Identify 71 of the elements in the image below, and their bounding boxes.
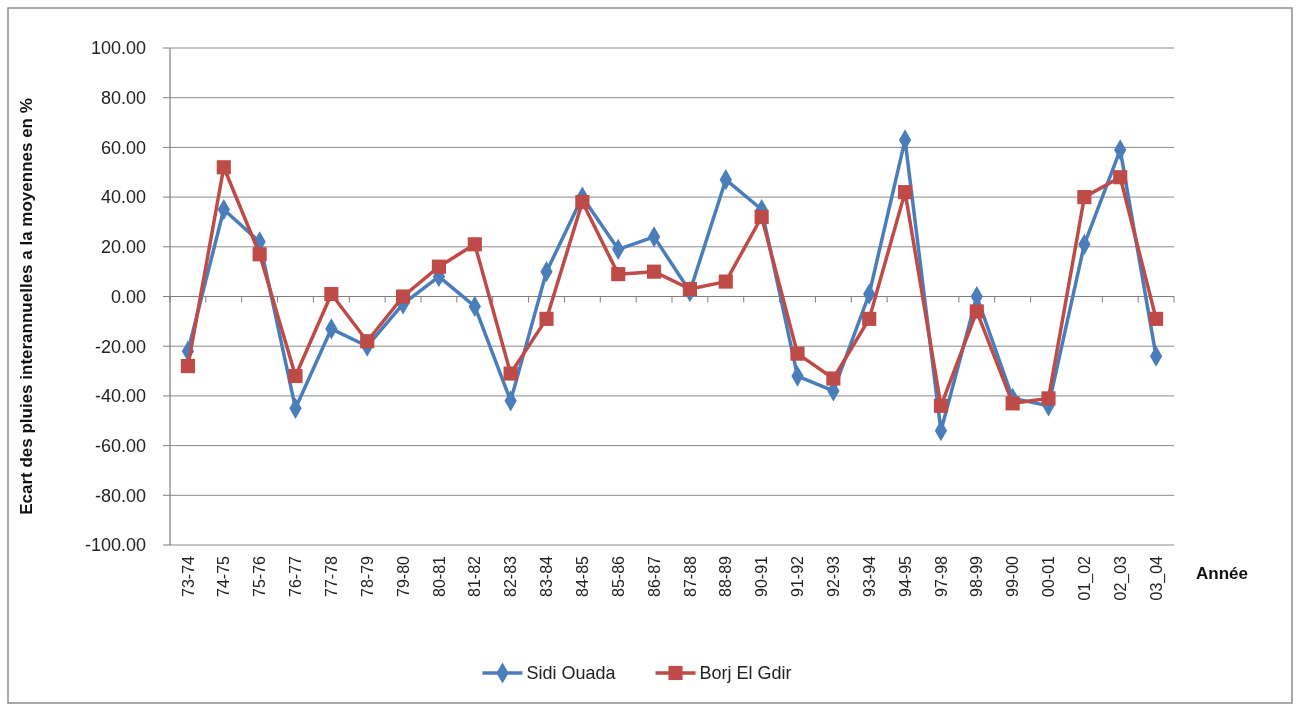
- point: [933, 398, 948, 413]
- x-tick-label: 93-94: [860, 555, 878, 597]
- x-tick-label: 81-82: [466, 555, 484, 597]
- point: [288, 368, 303, 384]
- point: [611, 267, 626, 282]
- point: [1041, 391, 1056, 406]
- x-tick-label: 98-99: [968, 555, 986, 597]
- x-tick-label: 88-89: [717, 555, 735, 597]
- x-tick-label: 79-80: [394, 555, 412, 597]
- x-tick-label: 00-01: [1040, 555, 1058, 597]
- x-tick-label: 91-92: [789, 555, 807, 597]
- x-tick-label: 83-84: [538, 555, 556, 597]
- point: [790, 346, 805, 361]
- point: [467, 237, 482, 252]
- point: [252, 247, 267, 262]
- y-tick-label: -100.00: [84, 535, 146, 556]
- point: [431, 259, 446, 274]
- y-tick-label: 60.00: [100, 137, 146, 158]
- point: [180, 359, 195, 374]
- x-tick-label: 90-91: [753, 555, 771, 597]
- point: [575, 195, 590, 210]
- point: [862, 311, 877, 326]
- y-tick-label: 100.00: [90, 38, 146, 59]
- point: [647, 264, 662, 279]
- y-tick-label: -40.00: [94, 386, 146, 407]
- point: [826, 371, 841, 386]
- point: [503, 366, 518, 381]
- y-tick-label: -80.00: [94, 485, 146, 506]
- point: [539, 311, 554, 326]
- x-tick-label: 94-95: [896, 555, 914, 597]
- x-tick-label: 77-78: [322, 555, 340, 597]
- point: [216, 160, 231, 175]
- x-tick-label: 82-83: [502, 555, 520, 597]
- point: [360, 334, 375, 349]
- x-tick-label: 85-86: [609, 555, 627, 597]
- x-tick-label: 76-77: [287, 555, 305, 597]
- point: [754, 209, 769, 225]
- x-tick-label: 01_02: [1075, 555, 1094, 601]
- y-tick-label: 20.00: [100, 237, 146, 258]
- point: [1149, 311, 1164, 326]
- x-tick-label: 74-75: [215, 555, 233, 597]
- point: [1005, 396, 1020, 411]
- y-axis-title: Ecart des pluies interannuelles a la moyennes en %: [17, 98, 36, 515]
- x-tick-label: 03_04: [1147, 555, 1166, 601]
- x-tick-label: 75-76: [251, 555, 269, 597]
- point: [969, 304, 984, 319]
- y-tick-label: -20.00: [94, 336, 146, 357]
- x-tick-label: 86-87: [645, 555, 663, 597]
- x-tick-label: 73-74: [179, 555, 197, 597]
- x-tick-label: 78-79: [358, 555, 376, 597]
- x-tick-label: 92-93: [824, 555, 842, 597]
- x-tick-label: 02_03: [1111, 555, 1130, 601]
- point: [1077, 190, 1092, 205]
- point: [1113, 170, 1128, 185]
- x-axis-title: Année: [1196, 564, 1248, 583]
- legend-label: Borj El Gdir: [699, 663, 792, 684]
- legend-label: Sidi Ouada: [526, 663, 617, 684]
- x-tick-label: 99-00: [1004, 555, 1022, 597]
- y-tick-label: -60.00: [94, 435, 146, 456]
- point: [898, 185, 913, 200]
- point: [396, 289, 411, 304]
- y-tick-label: 40.00: [100, 187, 146, 208]
- x-tick-label: 97-98: [932, 555, 950, 597]
- point: [682, 281, 697, 297]
- x-tick-label: 87-88: [681, 555, 699, 597]
- point: [718, 274, 733, 289]
- y-tick-label: 0.00: [110, 286, 146, 307]
- x-tick-label: 84-85: [573, 555, 591, 597]
- point: [324, 286, 339, 302]
- y-tick-label: 80.00: [100, 88, 146, 108]
- x-tick-label: 80-81: [430, 555, 448, 597]
